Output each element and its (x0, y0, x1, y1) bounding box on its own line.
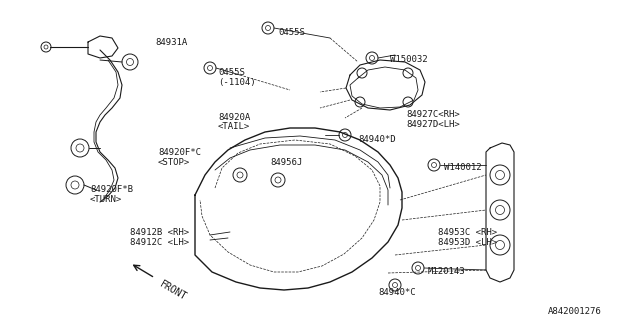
Text: 84920F*B: 84920F*B (90, 185, 133, 194)
Text: A842001276: A842001276 (548, 307, 602, 316)
Text: 0455S: 0455S (278, 28, 305, 37)
Text: 84953D <LH>: 84953D <LH> (438, 238, 497, 247)
Text: 84927C<RH>: 84927C<RH> (406, 110, 460, 119)
Text: 84953C <RH>: 84953C <RH> (438, 228, 497, 237)
Text: 84940*C: 84940*C (378, 288, 415, 297)
Text: (-1104): (-1104) (218, 78, 255, 87)
Text: <STOP>: <STOP> (158, 158, 190, 167)
Text: 84920A: 84920A (218, 113, 250, 122)
Text: 84940*D: 84940*D (358, 135, 396, 144)
Text: 84927D<LH>: 84927D<LH> (406, 120, 460, 129)
Text: 84912C <LH>: 84912C <LH> (130, 238, 189, 247)
Text: M120143: M120143 (428, 267, 466, 276)
Text: 84920F*C: 84920F*C (158, 148, 201, 157)
Text: 84912B <RH>: 84912B <RH> (130, 228, 189, 237)
Text: <TAIL>: <TAIL> (218, 122, 250, 131)
Text: 84931A: 84931A (155, 38, 188, 47)
Text: FRONT: FRONT (157, 279, 188, 302)
Text: W150032: W150032 (390, 55, 428, 64)
Text: 84956J: 84956J (270, 158, 302, 167)
Text: 0455S: 0455S (218, 68, 245, 77)
Text: <TURN>: <TURN> (90, 195, 122, 204)
Text: W140012: W140012 (444, 163, 482, 172)
